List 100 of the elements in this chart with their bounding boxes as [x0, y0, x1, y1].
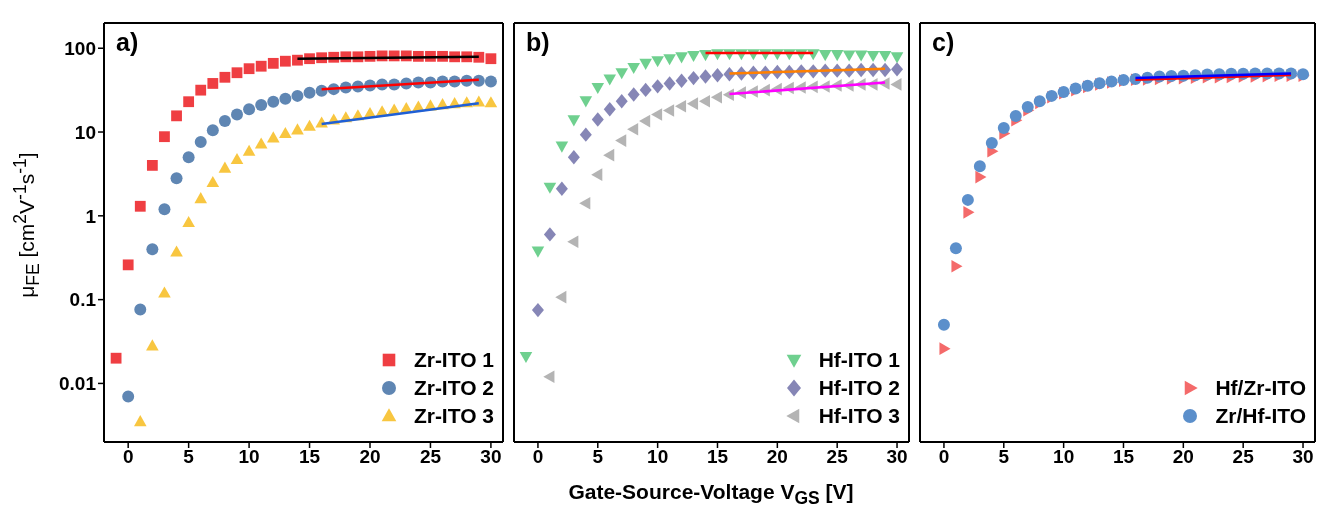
y-tick-label: 1: [85, 205, 97, 227]
point: [555, 290, 567, 304]
legend-label: Hf/Zr-ITO: [1215, 375, 1306, 401]
point: [194, 136, 207, 148]
point: [206, 175, 220, 187]
point: [687, 70, 700, 86]
point: [818, 50, 832, 62]
point: [591, 112, 604, 127]
point: [951, 259, 963, 273]
point: [158, 203, 171, 216]
point: [243, 103, 256, 116]
legend-label: Zr/Hf-ITO: [1215, 403, 1306, 429]
point: [639, 58, 652, 70]
point: [291, 89, 304, 102]
x-tick-label: 30: [886, 446, 908, 468]
legend-label: Hf-ITO 1: [818, 347, 900, 373]
point: [531, 302, 544, 318]
point: [675, 52, 688, 64]
point: [170, 172, 183, 185]
x-tick-label: 30: [480, 446, 502, 468]
point: [183, 96, 195, 108]
x-tick-label: 10: [238, 446, 260, 468]
point: [243, 63, 255, 75]
point: [997, 121, 1010, 134]
point: [171, 110, 182, 122]
x-tick-label: 25: [419, 446, 442, 468]
point: [603, 102, 616, 117]
point: [484, 96, 498, 108]
point: [279, 92, 292, 105]
chart-title: a): [116, 28, 139, 57]
point: [182, 216, 195, 228]
point: [711, 68, 724, 83]
x-tick-label: 0: [122, 446, 134, 468]
point: [146, 339, 159, 351]
point: [255, 99, 268, 112]
y-tick-label: 100: [64, 37, 96, 59]
x-tick-label: 15: [706, 446, 729, 468]
legend-label: Hf-ITO 2: [818, 375, 900, 401]
chart-title: c): [932, 28, 955, 57]
point: [218, 115, 231, 128]
point: [134, 200, 146, 212]
point: [303, 86, 316, 99]
point: [615, 68, 629, 80]
point: [937, 318, 950, 331]
point: [675, 73, 688, 88]
point: [531, 246, 545, 258]
point: [651, 108, 663, 121]
point: [603, 74, 617, 86]
y-tick-label: 0.01: [59, 373, 97, 395]
point: [279, 126, 292, 139]
x-tick-label: 25: [826, 446, 849, 468]
point: [1009, 110, 1022, 123]
point: [627, 87, 640, 102]
point: [698, 94, 711, 108]
point: [663, 54, 676, 66]
point: [579, 96, 593, 108]
point: [890, 52, 904, 64]
point: [122, 259, 134, 271]
point: [146, 159, 158, 171]
point: [266, 131, 280, 143]
point: [159, 131, 170, 143]
point: [973, 160, 986, 173]
x-tick-label: 15: [1112, 446, 1135, 468]
legend-label: Zr-ITO 1: [413, 347, 494, 373]
point: [866, 50, 880, 63]
point: [242, 144, 256, 156]
point: [699, 69, 712, 84]
point: [830, 50, 844, 62]
x-tick-label: 30: [1292, 446, 1314, 468]
point: [985, 137, 998, 149]
x-tick-label: 10: [1053, 446, 1075, 468]
point: [543, 227, 556, 242]
point: [639, 114, 651, 128]
x-tick-label: 25: [1232, 446, 1255, 468]
point: [615, 134, 627, 147]
y-tick-label: 0.1: [69, 289, 97, 311]
point: [207, 78, 219, 89]
point: [615, 94, 628, 109]
x-tick-label: 10: [647, 446, 669, 468]
point: [555, 181, 568, 197]
point: [218, 161, 232, 173]
point: [519, 351, 533, 364]
chart-title: b): [526, 28, 550, 57]
x-tick-label: 5: [998, 446, 1010, 468]
point: [710, 90, 722, 104]
point: [195, 84, 207, 96]
point: [133, 415, 147, 427]
legend-label: Zr-ITO 3: [413, 403, 494, 429]
point: [182, 151, 195, 164]
point: [639, 82, 652, 98]
point: [254, 137, 268, 149]
x-tick-label: 20: [359, 446, 381, 468]
point: [603, 148, 615, 162]
point: [567, 150, 580, 165]
legend-label: Zr-ITO 2: [413, 375, 494, 401]
x-tick-label: 0: [938, 446, 950, 468]
point: [579, 197, 591, 210]
point: [303, 119, 316, 131]
point: [484, 75, 497, 88]
point: [975, 170, 987, 184]
